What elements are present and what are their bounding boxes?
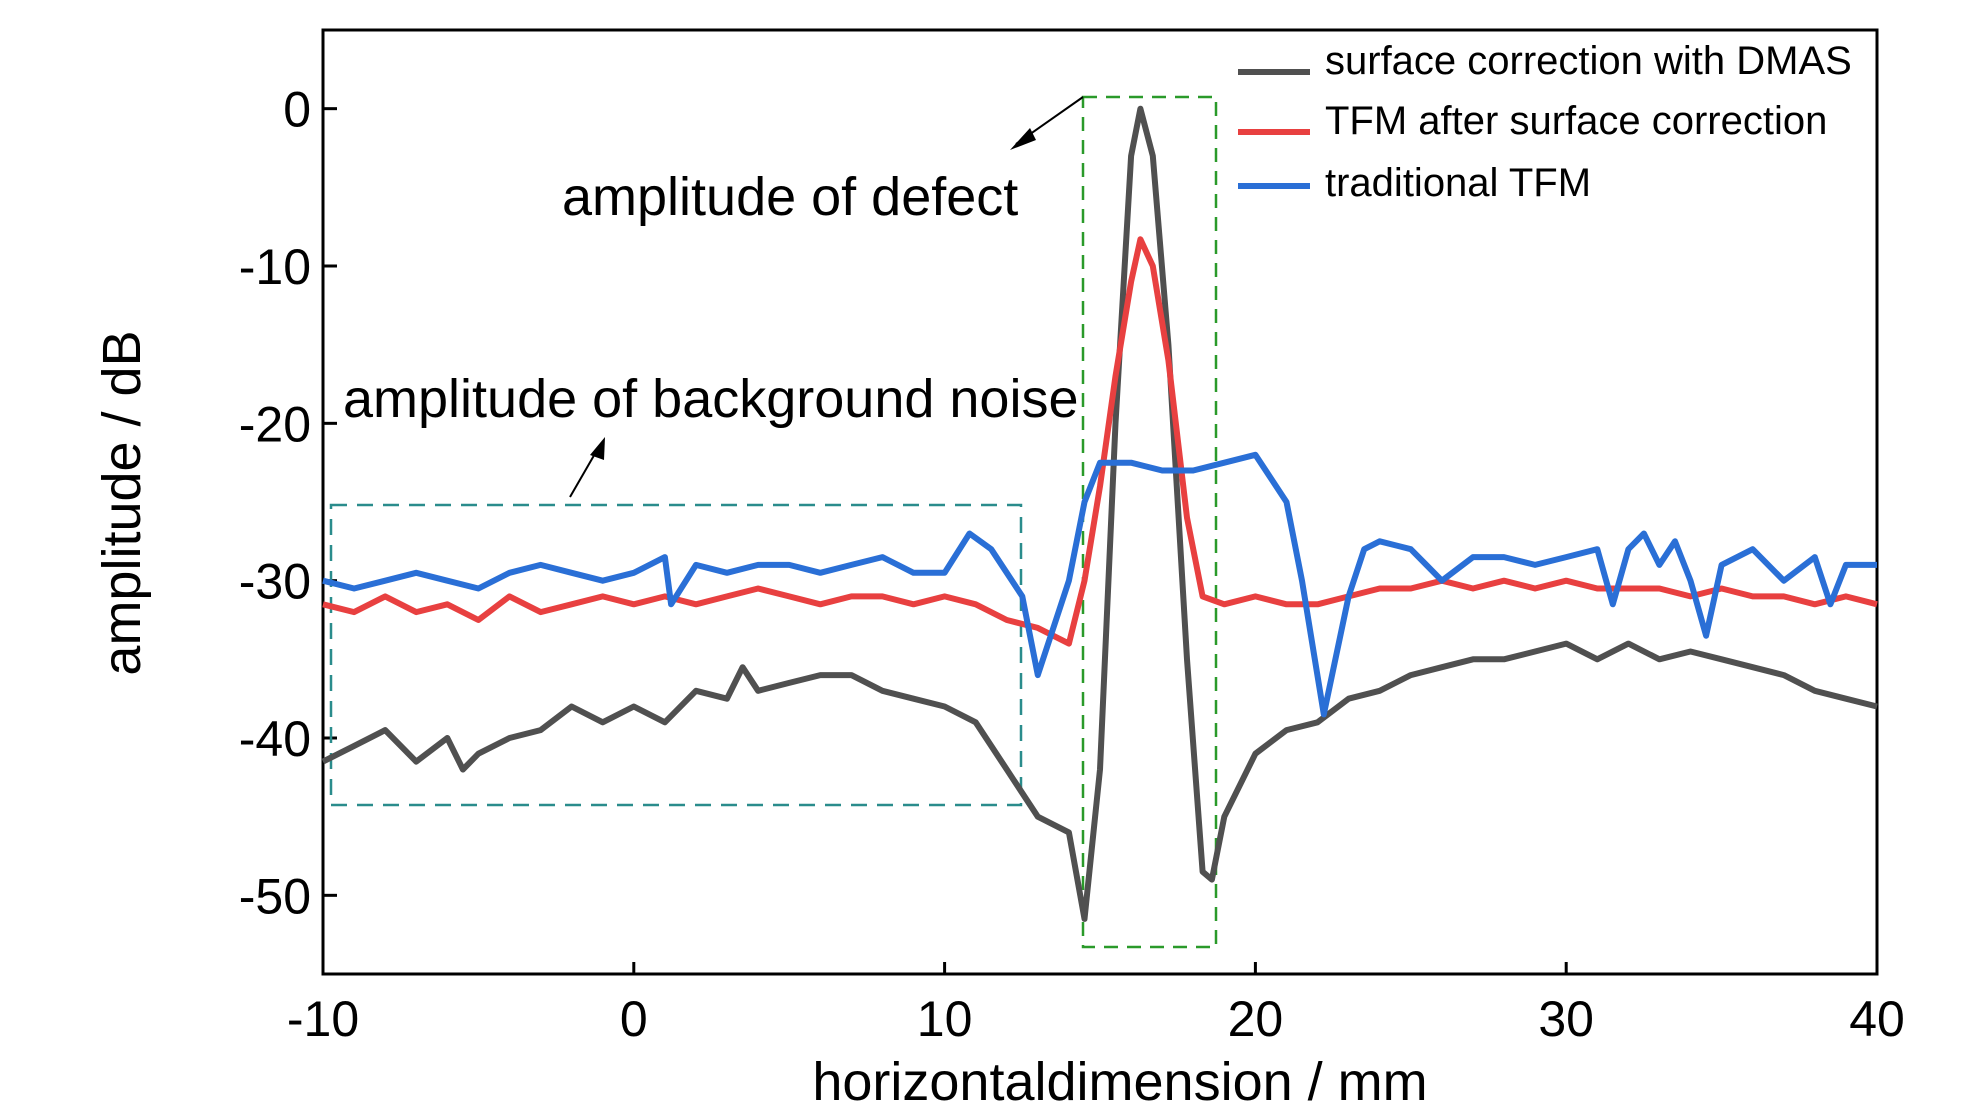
y-axis-label: amplitude / dB bbox=[92, 330, 152, 675]
y-axis: 0 -10 -20 -30 -40 -50 bbox=[239, 82, 337, 924]
series-line-traditional-tfm bbox=[322, 451, 1877, 718]
annotation-noise: amplitude of background noise bbox=[343, 369, 1079, 429]
annotation-defect: amplitude of defect bbox=[562, 167, 1018, 227]
legend: surface correction with DMAS TFM after s… bbox=[1238, 39, 1852, 205]
y-tick-label: 0 bbox=[283, 82, 311, 138]
plot-area-frame bbox=[321, 28, 1879, 976]
y-tick-label: -10 bbox=[239, 239, 311, 295]
y-tick-label: -40 bbox=[239, 711, 311, 767]
x-axis: -10 0 10 20 30 40 bbox=[287, 962, 1905, 1047]
x-tick-label: 10 bbox=[917, 991, 973, 1047]
y-tick-label: -20 bbox=[239, 396, 311, 452]
series-layer bbox=[321, 105, 1878, 922]
legend-label-tfm-corrected: TFM after surface correction bbox=[1325, 99, 1827, 143]
series-line-tfm-corrected bbox=[322, 236, 1878, 647]
y-tick-label: -50 bbox=[239, 868, 311, 924]
noise-arrowhead bbox=[590, 437, 605, 460]
series-line-dmas bbox=[321, 105, 1878, 922]
legend-label-traditional-tfm: traditional TFM bbox=[1325, 161, 1591, 205]
x-tick-label: -10 bbox=[287, 991, 359, 1047]
x-tick-label: 30 bbox=[1538, 991, 1594, 1047]
y-tick-label: -30 bbox=[239, 554, 311, 610]
noise-region-box bbox=[329, 503, 1023, 807]
legend-label-dmas: surface correction with DMAS bbox=[1325, 39, 1852, 83]
defect-arrowhead bbox=[1010, 128, 1036, 150]
x-axis-label: horizontaldimension / mm bbox=[812, 1052, 1427, 1110]
x-tick-label: 20 bbox=[1228, 991, 1284, 1047]
x-tick-label: 0 bbox=[620, 991, 648, 1047]
x-tick-label: 40 bbox=[1849, 991, 1905, 1047]
